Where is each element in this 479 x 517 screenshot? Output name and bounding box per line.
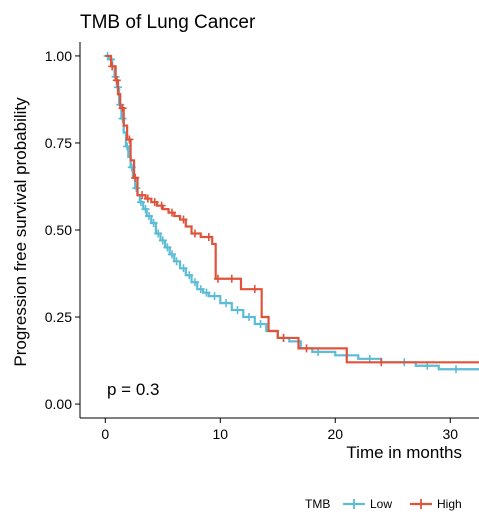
x-axis-title: Time in months (346, 443, 462, 462)
p-value-annotation: p = 0.3 (107, 380, 159, 399)
y-tick-label: 0.50 (45, 222, 72, 238)
censor-mark-high (179, 215, 188, 224)
x-tick-label: 20 (327, 426, 343, 442)
censor-mark-low (452, 365, 461, 374)
censor-mark-low (256, 320, 265, 328)
survival-curves (103, 51, 479, 374)
censor-mark-low (132, 184, 141, 193)
censor-mark-low (190, 278, 199, 287)
censor-mark-high (118, 104, 127, 113)
x-tick-label: 0 (101, 426, 109, 442)
legend: TMB Low High (305, 497, 462, 511)
censor-mark-high (190, 229, 199, 238)
censor-mark-low (144, 212, 153, 221)
censor-mark-low (233, 306, 242, 315)
x-tick-label: 10 (212, 426, 228, 442)
censor-mark-low (210, 292, 219, 301)
censor-mark-high (112, 76, 121, 85)
censor-mark-low (167, 250, 176, 259)
legend-label-low: Low (370, 497, 392, 511)
censor-mark-low (141, 205, 150, 214)
censor-mark-low (196, 285, 205, 294)
y-tick-label: 0.25 (45, 309, 72, 325)
x-tick-label: 30 (442, 426, 458, 442)
censor-mark-high (204, 232, 213, 241)
y-tick-label: 1.00 (45, 48, 72, 64)
censor-mark-high (157, 201, 166, 210)
censor-mark-high (279, 333, 288, 342)
censor-mark-high (167, 208, 176, 217)
censor-mark-high (108, 62, 117, 71)
censor-mark-high (377, 358, 386, 367)
legend-title: TMB (305, 497, 330, 511)
censor-mark-low (118, 114, 127, 123)
y-axis-title: Progression free survival probability (11, 97, 30, 367)
censor-mark-high (125, 135, 134, 144)
chart-title: TMB of Lung Cancer (80, 12, 256, 33)
y-tick-label: 0.75 (45, 135, 72, 151)
ticks: 0.00 0.25 0.50 0.75 1.00 0 10 20 30 (45, 48, 459, 442)
censor-mark-high (250, 285, 259, 294)
censor-mark-low (149, 219, 158, 228)
legend-label-high: High (437, 497, 462, 511)
survival-line-low (105, 54, 479, 371)
censor-mark-low (185, 271, 194, 280)
censor-mark-low (172, 257, 181, 266)
censor-mark-low (179, 264, 188, 273)
censor-mark-high (302, 344, 311, 353)
censor-mark-low (245, 313, 254, 322)
y-tick-label: 0.00 (45, 396, 72, 412)
censor-mark-high (138, 191, 147, 200)
censor-mark-high (131, 173, 140, 182)
censor-mark-low (222, 299, 231, 308)
censor-mark-high (227, 274, 236, 283)
censor-mark-low (154, 229, 163, 238)
censor-mark-high (213, 274, 222, 283)
censor-mark-low (136, 198, 145, 207)
censor-mark-high (150, 198, 159, 207)
censor-mark-low (158, 236, 167, 245)
censor-mark-high (143, 194, 152, 203)
censor-mark-low (163, 243, 172, 252)
censor-mark-low (202, 288, 211, 297)
